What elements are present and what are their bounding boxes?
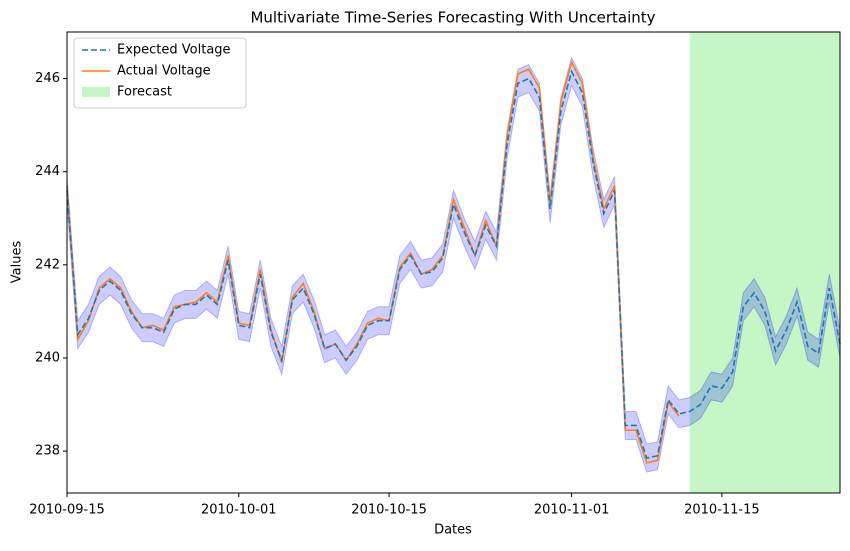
y-tick-label: 238 <box>35 444 60 459</box>
x-tick-label: 2010-10-15 <box>351 503 427 518</box>
legend-label: Actual Voltage <box>117 64 211 79</box>
forecast-region <box>689 32 840 493</box>
series-line <box>66 69 841 460</box>
y-tick-label: 240 <box>35 350 60 365</box>
x-tick-label: 2010-09-15 <box>29 503 105 518</box>
legend-label: Forecast <box>117 85 172 100</box>
x-tick-label: 2010-11-15 <box>684 503 760 518</box>
x-tick-label: 2010-11-01 <box>534 503 610 518</box>
x-tick-label: 2010-10-01 <box>201 503 277 518</box>
series-line <box>66 60 680 464</box>
x-axis-label: Dates <box>434 523 472 538</box>
legend-label: Expected Voltage <box>117 43 231 58</box>
y-tick-label: 246 <box>35 71 60 86</box>
y-axis-label: Values <box>10 241 25 284</box>
y-tick-label: 244 <box>35 164 60 179</box>
legend-box <box>73 37 247 109</box>
y-tick-label: 242 <box>35 257 60 272</box>
plot-frame <box>66 31 841 494</box>
legend-swatch <box>82 87 110 97</box>
legend: Expected Voltage Actual Voltage Forecast <box>73 37 247 109</box>
chart-title: Multivariate Time-Series Forecasting Wit… <box>250 9 655 27</box>
